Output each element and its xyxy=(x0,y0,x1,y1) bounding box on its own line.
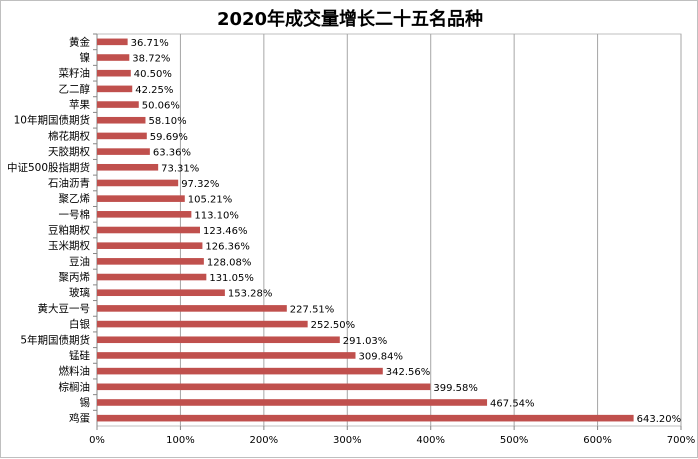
bar xyxy=(97,179,179,187)
category-label: 玉米期权 xyxy=(48,239,90,252)
category-label: 石油沥青 xyxy=(48,176,90,189)
data-label: 73.31% xyxy=(161,163,199,174)
data-label: 309.84% xyxy=(358,351,403,362)
category-label: 玻璃 xyxy=(69,286,90,299)
x-tick-label: 500% xyxy=(500,435,529,446)
bar xyxy=(97,195,185,202)
bar xyxy=(97,85,133,93)
bar xyxy=(97,305,287,312)
data-label: 97.32% xyxy=(181,179,219,190)
data-label: 643.20% xyxy=(637,414,682,425)
x-tick-label: 100% xyxy=(166,435,195,446)
bar xyxy=(97,383,431,391)
data-label: 227.51% xyxy=(290,304,335,315)
data-label: 467.54% xyxy=(490,398,535,409)
data-label: 399.58% xyxy=(433,383,478,394)
bar xyxy=(97,132,147,140)
category-label: 菜籽油 xyxy=(59,67,91,80)
bar xyxy=(97,116,146,124)
bar xyxy=(97,163,159,171)
bar xyxy=(97,226,201,234)
data-label: 291.03% xyxy=(343,336,388,347)
bar xyxy=(97,367,383,375)
x-tick-label: 400% xyxy=(416,435,445,446)
category-label: 棕榈油 xyxy=(59,380,91,393)
category-label: 天胶期权 xyxy=(48,145,90,158)
x-tick-label: 0% xyxy=(89,435,105,446)
category-label: 锰硅 xyxy=(69,349,90,362)
category-label: 燃料油 xyxy=(59,365,91,378)
data-label: 50.06% xyxy=(142,101,180,112)
data-label: 36.71% xyxy=(131,38,169,49)
bar xyxy=(97,38,128,46)
bar xyxy=(97,273,207,281)
bar xyxy=(97,414,634,422)
data-label: 126.36% xyxy=(205,242,250,253)
data-label: 58.10% xyxy=(148,116,186,127)
category-label: 棉花期权 xyxy=(48,129,90,142)
category-label: 白银 xyxy=(69,318,90,331)
category-label: 聚丙烯 xyxy=(59,271,91,284)
category-label: 豆粕期权 xyxy=(48,224,90,237)
bar xyxy=(97,148,150,155)
bar xyxy=(97,54,130,61)
data-label: 59.69% xyxy=(150,132,188,143)
data-label: 105.21% xyxy=(188,195,233,206)
bar xyxy=(97,399,488,406)
data-label: 113.10% xyxy=(194,210,239,221)
bar xyxy=(97,320,308,328)
category-label: 豆油 xyxy=(69,255,90,268)
category-label: 黄大豆一号 xyxy=(38,302,91,315)
category-label: 镍 xyxy=(80,51,91,64)
data-label: 38.72% xyxy=(132,54,170,65)
x-tick-label: 200% xyxy=(250,435,279,446)
category-label: 10年期国债期货 xyxy=(14,114,90,127)
bar xyxy=(97,211,192,218)
category-label: 苹果 xyxy=(69,98,90,111)
x-tick-label: 600% xyxy=(583,435,612,446)
category-label: 5年期国债期货 xyxy=(20,333,90,346)
data-label: 42.25% xyxy=(135,85,173,96)
x-tick-label: 300% xyxy=(333,435,362,446)
bar xyxy=(97,352,356,359)
data-label: 63.36% xyxy=(153,148,191,159)
category-label: 鸡蛋 xyxy=(69,412,90,425)
x-tick-label: 700% xyxy=(667,435,696,446)
data-label: 252.50% xyxy=(311,320,356,331)
data-label: 40.50% xyxy=(134,69,172,80)
bar xyxy=(97,258,204,265)
bar xyxy=(97,289,225,297)
data-label: 128.08% xyxy=(207,257,252,268)
category-label: 黄金 xyxy=(69,35,90,48)
category-label: 聚乙烯 xyxy=(59,192,91,205)
chart-title: 2020年成交量增长二十五名品种 xyxy=(216,9,484,30)
data-label: 153.28% xyxy=(228,289,273,300)
data-label: 342.56% xyxy=(386,367,431,378)
data-label: 131.05% xyxy=(209,273,254,284)
category-label: 一号棉 xyxy=(59,208,91,221)
data-label: 123.46% xyxy=(203,226,248,237)
category-label: 乙二醇 xyxy=(59,82,91,95)
bar xyxy=(97,242,203,249)
bar xyxy=(97,336,340,344)
bar xyxy=(97,69,131,77)
category-label: 中证500股指期货 xyxy=(7,161,90,174)
category-label: 锡 xyxy=(80,396,91,409)
bar xyxy=(97,101,139,108)
